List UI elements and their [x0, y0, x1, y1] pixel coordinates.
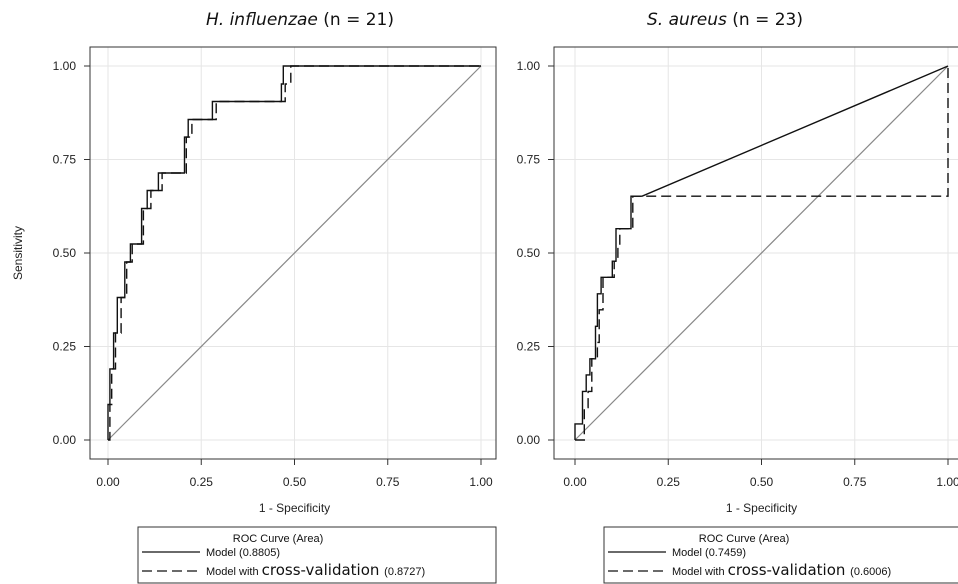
- reference-diagonal: [574, 65, 949, 441]
- series-line-cross-validation: [108, 65, 481, 441]
- y-tick-label: 0.25: [517, 340, 541, 354]
- x-tick-label: 1.00: [469, 475, 493, 489]
- y-tick-label: 0.50: [53, 246, 77, 260]
- y-tick-label: 0.75: [53, 153, 77, 167]
- legend-entry-cross-validation: Model with cross-validation (0.6006): [672, 561, 891, 579]
- chart-panel-2: S. aureus (n = 23) 0.00 0.25 0.50 0.75 1.00 0.…: [517, 10, 958, 584]
- x-tick-label: 1.00: [936, 475, 958, 489]
- y-tick-label: 1.00: [53, 59, 77, 73]
- y-axis-label: Sensitivity: [11, 226, 25, 280]
- legend-entry-label: Model: [672, 547, 705, 559]
- legend-entry-label: Model with: [206, 566, 262, 578]
- legend-entry-method: cross-validation: [262, 561, 385, 579]
- series-line-cross-validation: [575, 66, 949, 441]
- x-tick-label: 0.50: [283, 475, 307, 489]
- legend: ROC Curve (Area) Model (0.7459) Model with…: [603, 526, 958, 584]
- chart-panel-1: H. influenzae (n = 21) 0.00 0.25 0.50 0.75 1.…: [53, 10, 497, 584]
- x-tick-label: 0.00: [563, 475, 587, 489]
- chart-title-count: (n = 23): [727, 10, 803, 30]
- legend-entry-area: (0.7459): [705, 547, 746, 559]
- legend-box: [137, 526, 497, 584]
- legend-entry-area: (0.8805): [239, 547, 280, 559]
- y-tick-label: 0.00: [53, 433, 77, 447]
- x-axis-label: 1 - Specificity: [259, 501, 330, 515]
- x-tick-label: 0.75: [376, 475, 400, 489]
- legend-entry-model: Model (0.8805): [206, 547, 280, 559]
- legend-entry-model: Model (0.7459): [672, 547, 746, 559]
- x-tick-label: 0.50: [750, 475, 774, 489]
- legend-box: [603, 526, 958, 584]
- legend-entry-area: (0.6006): [850, 566, 891, 578]
- chart-title: H. influenzae (n = 21): [206, 10, 394, 30]
- legend-entry-area: (0.8727): [384, 566, 425, 578]
- chart-title-organism: S. aureus: [647, 10, 727, 30]
- chart-title: S. aureus (n = 23): [647, 10, 803, 30]
- chart-title-count: (n = 21): [318, 10, 394, 30]
- legend-title: ROC Curve (Area): [233, 533, 323, 545]
- x-tick-label: 0.75: [843, 475, 867, 489]
- x-axis-label: 1 - Specificity: [726, 501, 797, 515]
- chart-title-organism: H. influenzae: [206, 10, 318, 30]
- y-tick-label: 1.00: [517, 59, 541, 73]
- x-tick-label: 0.25: [657, 475, 681, 489]
- x-tick-label: 0.00: [96, 475, 120, 489]
- legend-entry-method: cross-validation: [728, 561, 851, 579]
- y-tick-label: 0.50: [517, 246, 541, 260]
- y-tick-label: 0.75: [517, 153, 541, 167]
- y-tick-label: 0.00: [517, 433, 541, 447]
- legend-entry-label: Model with: [672, 566, 728, 578]
- y-tick-label: 0.25: [53, 340, 77, 354]
- legend-entry-label: Model: [206, 547, 239, 559]
- legend-title: ROC Curve (Area): [699, 533, 789, 545]
- x-tick-label: 0.25: [190, 475, 214, 489]
- legend: ROC Curve (Area) Model (0.8805) Model with…: [137, 526, 497, 584]
- legend-entry-cross-validation: Model with cross-validation (0.8727): [206, 561, 425, 579]
- reference-diagonal: [107, 65, 482, 441]
